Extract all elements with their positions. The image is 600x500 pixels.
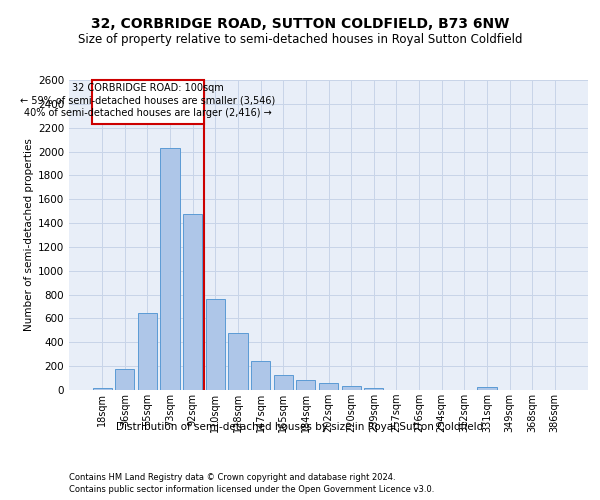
Bar bbox=[229, 333, 248, 390]
Y-axis label: Number of semi-detached properties: Number of semi-detached properties bbox=[24, 138, 34, 332]
Text: ← 59% of semi-detached houses are smaller (3,546): ← 59% of semi-detached houses are smalle… bbox=[20, 96, 275, 106]
Bar bbox=[206, 300, 225, 390]
Bar bbox=[138, 312, 157, 390]
Bar bbox=[319, 383, 338, 390]
FancyBboxPatch shape bbox=[92, 80, 204, 124]
Bar bbox=[477, 387, 497, 390]
Text: 32, CORBRIDGE ROAD, SUTTON COLDFIELD, B73 6NW: 32, CORBRIDGE ROAD, SUTTON COLDFIELD, B7… bbox=[91, 18, 509, 32]
Bar bbox=[183, 214, 202, 390]
Text: 40% of semi-detached houses are larger (2,416) →: 40% of semi-detached houses are larger (… bbox=[24, 108, 272, 118]
Bar bbox=[92, 388, 112, 390]
Bar bbox=[364, 388, 383, 390]
Bar bbox=[341, 386, 361, 390]
Text: Contains public sector information licensed under the Open Government Licence v3: Contains public sector information licen… bbox=[69, 485, 434, 494]
Bar bbox=[115, 368, 134, 390]
Bar bbox=[274, 375, 293, 390]
Text: Distribution of semi-detached houses by size in Royal Sutton Coldfield: Distribution of semi-detached houses by … bbox=[116, 422, 484, 432]
Bar bbox=[160, 148, 180, 390]
Text: Contains HM Land Registry data © Crown copyright and database right 2024.: Contains HM Land Registry data © Crown c… bbox=[69, 472, 395, 482]
Bar bbox=[296, 380, 316, 390]
Text: 32 CORBRIDGE ROAD: 100sqm: 32 CORBRIDGE ROAD: 100sqm bbox=[72, 82, 224, 92]
Text: Size of property relative to semi-detached houses in Royal Sutton Coldfield: Size of property relative to semi-detach… bbox=[78, 32, 522, 46]
Bar bbox=[251, 362, 270, 390]
